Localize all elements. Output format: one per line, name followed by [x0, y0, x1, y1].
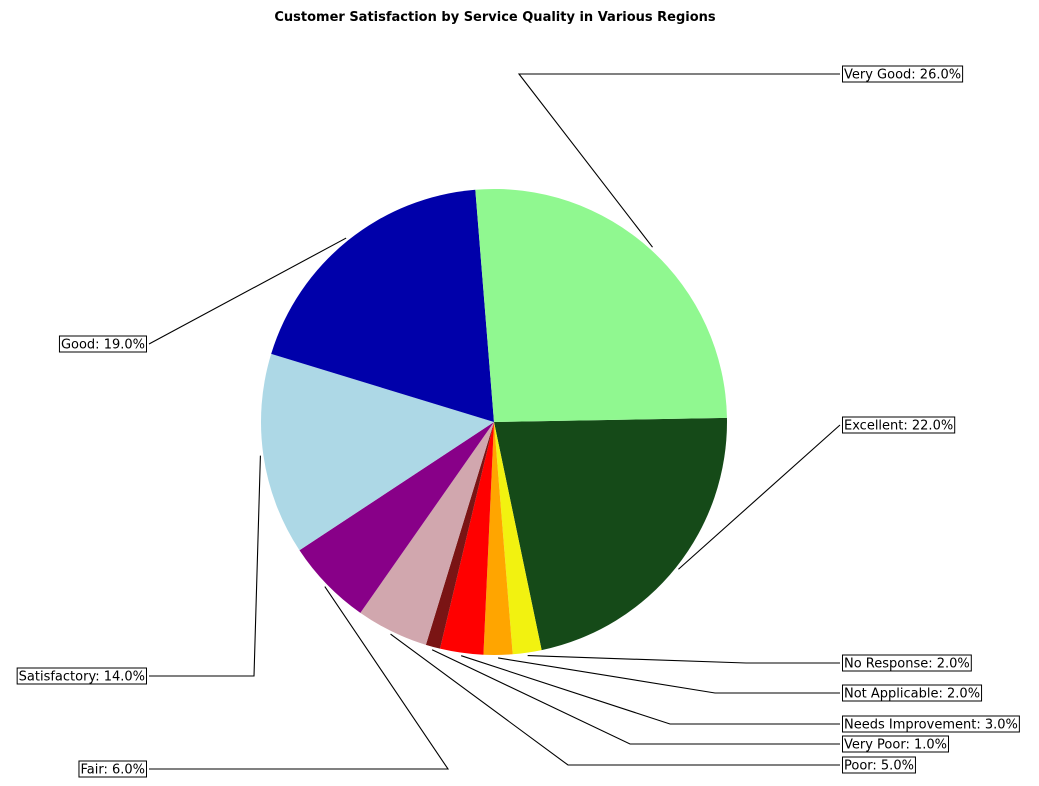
- slice-label-excellent: Excellent: 22.0%: [842, 416, 956, 434]
- pie-slice-fair: [299, 422, 494, 613]
- leader-line-very-poor: [431, 649, 840, 745]
- leader-line-excellent: [678, 424, 841, 570]
- leader-line-not-applicable: [498, 657, 840, 694]
- slice-label-text: Very Good: 26.0%: [844, 68, 961, 83]
- slice-label-text: Very Poor: 1.0%: [844, 738, 947, 753]
- leader-line-very-good: [517, 73, 840, 248]
- label-box: [78, 760, 147, 778]
- leader-line-poor: [390, 633, 840, 766]
- leader-line-fair: [149, 586, 450, 770]
- leader-line-satisfactory: [149, 455, 261, 677]
- label-box: [16, 667, 147, 685]
- pie-slice-poor: [360, 422, 494, 645]
- label-box: [842, 684, 983, 702]
- label-box: [842, 65, 964, 83]
- pie-slice-no-response: [494, 422, 542, 655]
- leader-line-no-response: [527, 655, 840, 664]
- chart-title: Customer Satisfaction by Service Quality…: [274, 10, 716, 25]
- slice-label-poor: Poor: 5.0%: [842, 756, 916, 774]
- pie-slice-very-good: [475, 189, 727, 422]
- label-box: [842, 715, 1020, 733]
- slice-label-text: Poor: 5.0%: [844, 759, 914, 774]
- slice-label-text: Excellent: 22.0%: [844, 419, 953, 434]
- label-box: [842, 654, 972, 672]
- pie-slice-needs-improvement: [440, 422, 494, 655]
- label-box: [58, 335, 147, 353]
- slice-label-good: Good: 19.0%: [58, 335, 147, 353]
- slice-label-fair: Fair: 6.0%: [78, 760, 147, 778]
- pie-slice-very-poor: [425, 422, 494, 649]
- slice-label-text: Satisfactory: 14.0%: [19, 670, 145, 685]
- pie-slice-good: [271, 189, 494, 422]
- slice-label-text: No Response: 2.0%: [844, 657, 970, 672]
- label-box: [842, 735, 949, 753]
- slice-label-not-applicable: Not Applicable: 2.0%: [842, 684, 983, 702]
- slice-label-text: Good: 19.0%: [61, 338, 145, 353]
- pie-slice-not-applicable: [483, 422, 513, 655]
- slice-label-no-response: No Response: 2.0%: [842, 654, 972, 672]
- label-box: [842, 416, 956, 434]
- leader-line-needs-improvement: [460, 655, 840, 725]
- pie-slice-excellent: [494, 417, 727, 651]
- slice-label-very-good: Very Good: 26.0%: [842, 65, 964, 83]
- slice-label-text: Fair: 6.0%: [80, 763, 145, 778]
- slice-label-text: Needs Improvement: 3.0%: [844, 718, 1018, 733]
- slice-label-very-poor: Very Poor: 1.0%: [842, 735, 949, 753]
- slice-label-text: Not Applicable: 2.0%: [844, 687, 980, 702]
- slice-label-needs-improvement: Needs Improvement: 3.0%: [842, 715, 1020, 733]
- slice-label-satisfactory: Satisfactory: 14.0%: [16, 667, 147, 685]
- label-box: [842, 756, 916, 774]
- leader-line-good: [148, 237, 347, 345]
- pie-slice-satisfactory: [260, 353, 494, 551]
